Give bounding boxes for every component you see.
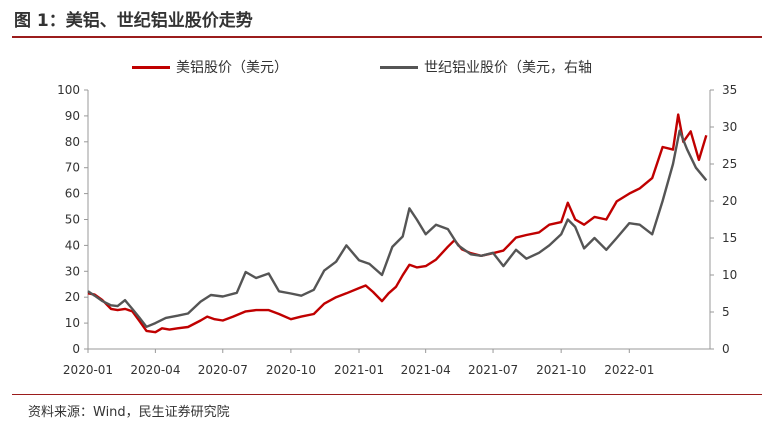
y-left-tick-label: 100: [57, 83, 80, 97]
x-tick-label: 2020-01: [63, 363, 113, 377]
y-left-tick-label: 80: [65, 135, 80, 149]
y-right-tick-label: 35: [722, 83, 737, 97]
y-right-tick-label: 5: [722, 305, 730, 319]
y-right-tick-label: 15: [722, 231, 737, 245]
x-tick-label: 2020-10: [266, 363, 316, 377]
y-left-tick-label: 30: [65, 264, 80, 278]
legend-swatch-series-a: [132, 65, 170, 69]
x-tick-label: 2021-07: [468, 363, 518, 377]
y-left-tick-label: 60: [65, 187, 80, 201]
chart-legend: 美铝股价（美元） 世纪铝业股价（美元，右轴: [0, 57, 774, 79]
figure-title: 图 1：美铝、世纪铝业股价走势: [14, 11, 253, 31]
x-tick-label: 2021-01: [334, 363, 384, 377]
series-line-alcoa: [87, 113, 708, 334]
source-divider: [12, 394, 762, 395]
legend-label-series-a: 美铝股价（美元）: [176, 60, 288, 76]
source-note: 资料来源：Wind，民生证券研究院: [28, 405, 230, 420]
y-left-tick-label: 20: [65, 290, 80, 304]
x-tick-label: 2020-04: [130, 363, 180, 377]
y-right-tick-label: 20: [722, 194, 737, 208]
x-tick-label: 2020-07: [198, 363, 248, 377]
legend-label-series-b: 世纪铝业股价（美元，右轴: [424, 60, 592, 76]
x-tick-label: 2021-10: [536, 363, 586, 377]
y-left-tick-label: 70: [65, 161, 80, 175]
series-line-century-aluminum: [87, 129, 708, 328]
legend-swatch-series-b: [380, 65, 418, 69]
y-right-tick-label: 0: [722, 342, 730, 356]
y-left-tick-label: 90: [65, 109, 80, 123]
y-right-tick-label: 10: [722, 268, 737, 282]
y-left-tick-label: 40: [65, 238, 80, 252]
legend-item-series-b: 世纪铝业股价（美元，右轴: [380, 57, 592, 77]
y-left-tick-label: 50: [65, 213, 80, 227]
y-right-tick-label: 25: [722, 157, 737, 171]
y-left-tick-label: 0: [72, 342, 80, 356]
legend-item-series-a: 美铝股价（美元）: [132, 57, 288, 77]
y-left-tick-label: 10: [65, 316, 80, 330]
x-tick-label: 2021-04: [401, 363, 451, 377]
y-right-tick-label: 30: [722, 120, 737, 134]
title-divider: [12, 36, 762, 38]
x-tick-label: 2022-01: [604, 363, 654, 377]
